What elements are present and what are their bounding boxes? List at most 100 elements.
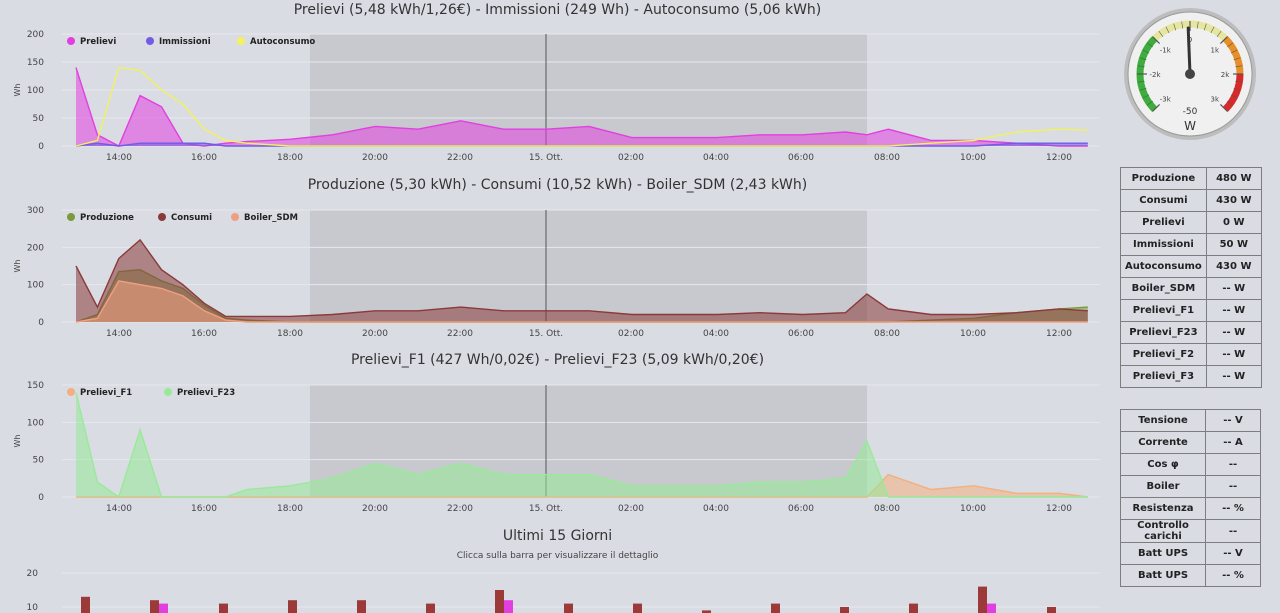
legend-label[interactable]: Immissioni <box>159 37 211 47</box>
bar-prelievi[interactable] <box>504 600 513 613</box>
bar-prelievi[interactable] <box>987 603 996 613</box>
gauge-tick <box>1230 94 1238 99</box>
bar-consumi[interactable] <box>1047 607 1056 613</box>
row-value: -- W <box>1205 343 1262 366</box>
x-tick-label: 20:00 <box>362 329 388 339</box>
bar-consumi[interactable] <box>633 603 642 613</box>
legend-label[interactable]: Prelievi <box>80 37 116 47</box>
y-tick-label: 100 <box>27 281 44 291</box>
y-tick-label: 10 <box>27 603 39 613</box>
row-value: -- <box>1205 519 1261 543</box>
row-value: -- W <box>1205 365 1262 388</box>
row-label: Prelievi_F1 <box>1120 299 1207 322</box>
row-value: -- A <box>1205 431 1261 454</box>
x-tick-label: 04:00 <box>703 153 729 163</box>
gauge-tick <box>1233 87 1241 91</box>
legend-label[interactable]: Produzione <box>80 213 134 223</box>
legend-marker[interactable] <box>164 388 172 396</box>
gauge-tick <box>1152 36 1161 45</box>
gauge-tick <box>1139 57 1147 61</box>
gauge-tick <box>1173 23 1177 31</box>
status-row: Controllo carichi -- <box>1120 519 1261 543</box>
legend-marker[interactable] <box>146 37 154 45</box>
row-value: 480 W <box>1205 167 1262 190</box>
y-tick-label: 50 <box>33 456 45 466</box>
legend-label[interactable]: Boiler_SDM <box>244 213 298 223</box>
status-row: Corrente -- A <box>1120 431 1261 454</box>
bar-consumi[interactable] <box>81 596 90 613</box>
row-label: Boiler_SDM <box>1120 277 1207 300</box>
x-tick-label: 10:00 <box>960 504 986 514</box>
power-values-table: Produzione 480 W Consumi 430 W Prelievi 0 W Im… <box>1120 167 1262 388</box>
power-row: Consumi 430 W <box>1120 189 1262 212</box>
legend-marker[interactable] <box>158 213 166 221</box>
legend-marker[interactable] <box>237 37 245 45</box>
legend-label[interactable]: Consumi <box>171 213 212 223</box>
series-line-Autoconsumo[interactable] <box>75 66 1088 147</box>
x-tick-label: 14:00 <box>106 153 132 163</box>
gauge-tick <box>1152 103 1161 112</box>
x-tick-label: 06:00 <box>788 153 814 163</box>
chart2[interactable]: 300 200 100 0 Wh 14:00 16:00 18:00 20:00 22:00 15.… <box>13 206 1100 339</box>
chart3[interactable]: 150 100 50 0 Wh 14:00 16:00 18:00 20:00 22:00 15. … <box>13 381 1100 514</box>
bar-consumi[interactable] <box>840 607 849 613</box>
x-tick-label: 10:00 <box>960 153 986 163</box>
x-tick-label: 02:00 <box>618 153 644 163</box>
series-area-Boiler_SDM <box>76 280 1088 322</box>
bar-consumi[interactable] <box>426 603 435 613</box>
series-line-Prelievi[interactable] <box>75 67 1088 147</box>
y-tick-label: 0 <box>38 142 44 152</box>
legend-marker[interactable] <box>67 37 75 45</box>
series-line-Consumi[interactable] <box>75 238 1088 318</box>
legend-marker[interactable] <box>67 388 75 396</box>
row-label: Cos φ <box>1120 453 1206 476</box>
legend-label[interactable]: Prelievi_F1 <box>80 388 132 398</box>
x-tick-label: 22:00 <box>447 153 473 163</box>
legend-marker[interactable] <box>231 213 239 221</box>
gauge-tick-label: 3k <box>1210 96 1219 104</box>
gauge-tick <box>1196 21 1199 29</box>
power-row: Prelievi 0 W <box>1120 211 1262 234</box>
power-row: Prelievi_F3 -- W <box>1120 365 1262 388</box>
x-tick-label: 04:00 <box>703 504 729 514</box>
series-line-Boiler_SDM[interactable] <box>75 280 1088 323</box>
bar-consumi[interactable] <box>702 610 711 613</box>
chart1[interactable]: 200 150 100 50 0 Wh 14:00 16:00 18:00 20:00 22:00 1… <box>13 30 1100 163</box>
legend-label[interactable]: Prelievi_F23 <box>177 388 235 398</box>
y-tick-label: 100 <box>27 86 44 96</box>
bar-consumi[interactable] <box>150 600 159 613</box>
y-tick-label: 20 <box>27 569 39 579</box>
x-tick-label: 08:00 <box>874 329 900 339</box>
bar-consumi[interactable] <box>564 603 573 613</box>
y-tick-label: 200 <box>27 243 44 253</box>
legend-marker[interactable] <box>67 213 75 221</box>
gauge-tick-label: -2k <box>1149 71 1161 79</box>
chart3-title: Prelievi_F1 (427 Wh/0,02€) - Prelievi_F2… <box>350 352 765 368</box>
row-value: -- W <box>1205 299 1262 322</box>
y-tick-label: 100 <box>27 418 44 428</box>
bar-consumi[interactable] <box>909 603 918 613</box>
row-value: -- V <box>1205 542 1261 565</box>
bar-consumi[interactable] <box>771 603 780 613</box>
bar-prelievi[interactable] <box>159 603 168 613</box>
gauge-tick <box>1227 42 1234 48</box>
bar-consumi[interactable] <box>288 600 297 613</box>
row-value: 430 W <box>1205 189 1262 212</box>
x-tick-label: 16:00 <box>191 329 217 339</box>
bar-consumi[interactable] <box>219 603 228 613</box>
row-label: Controllo carichi <box>1120 519 1206 543</box>
series-line-Prelievi_F23[interactable] <box>75 392 1088 499</box>
x-tick-label: 22:00 <box>447 329 473 339</box>
legend-label[interactable]: Autoconsumo <box>250 37 315 47</box>
bar-consumi[interactable] <box>495 590 504 613</box>
gauge-tick <box>1233 57 1241 61</box>
bar-consumi[interactable] <box>357 600 366 613</box>
x-tick-label: 18:00 <box>277 504 303 514</box>
row-value: -- <box>1205 475 1261 498</box>
row-label: Prelievi_F3 <box>1120 365 1207 388</box>
bar-consumi[interactable] <box>978 586 987 613</box>
y-axis-label: Wh <box>13 435 22 448</box>
row-value: 430 W <box>1205 255 1262 278</box>
